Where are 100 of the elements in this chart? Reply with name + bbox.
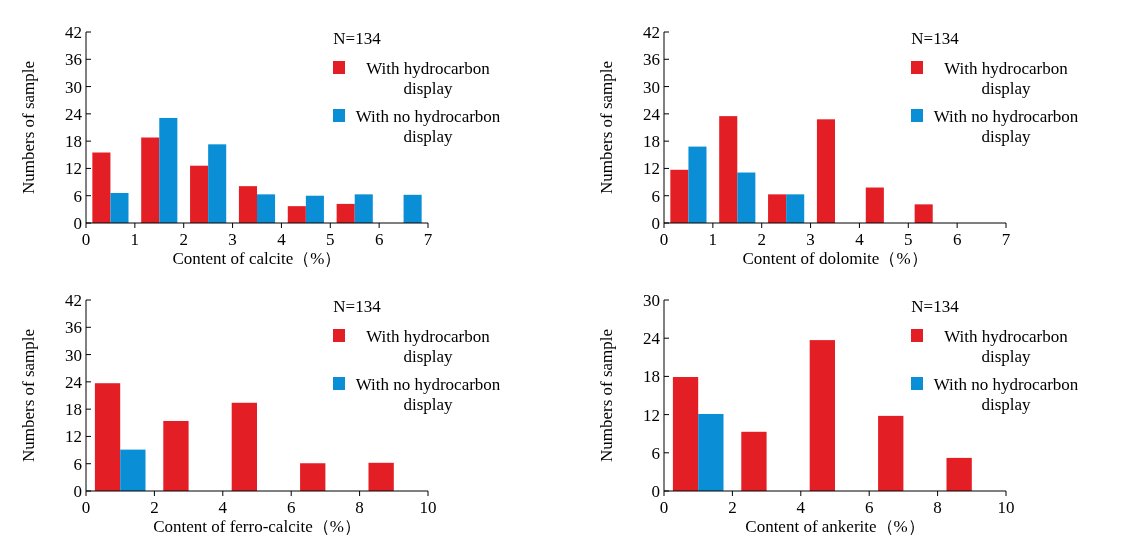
y-tick-label: 12 <box>643 159 660 179</box>
bar <box>816 119 835 223</box>
bar <box>190 165 209 223</box>
x-axis-title: Content of calcite（%） <box>172 249 342 268</box>
y-tick-label: 24 <box>643 329 661 349</box>
x-tick-label: 6 <box>864 498 874 517</box>
y-tick-label: 18 <box>643 367 660 387</box>
y-tick-label: 30 <box>643 77 660 97</box>
y-axis-title: Numbers of sample <box>597 328 616 463</box>
x-tick-label: 2 <box>757 230 766 249</box>
bar <box>94 383 121 491</box>
x-tick-label: 1 <box>130 230 140 249</box>
bar <box>878 415 904 491</box>
y-tick-label: 18 <box>643 132 660 152</box>
legend-label: With no hydrocarbon display <box>933 106 1079 147</box>
x-axis-title: Content of dolomite（%） <box>742 249 928 268</box>
y-tick-label: 24 <box>643 104 661 124</box>
x-tick-label: 6 <box>286 498 296 517</box>
y-tick-label: 42 <box>65 22 82 42</box>
bar <box>208 144 227 223</box>
y-tick-label: 36 <box>65 318 82 338</box>
legend-label: With no hydrocarbon display <box>933 374 1079 415</box>
bar <box>92 152 111 223</box>
bar <box>946 457 972 491</box>
bar <box>231 402 257 491</box>
x-tick-label: 2 <box>179 230 188 249</box>
bar <box>110 192 129 223</box>
legend-label: With hydrocarbon display <box>944 326 1069 367</box>
bar <box>257 194 276 223</box>
annotation: N=134 <box>911 29 960 48</box>
bar <box>159 117 178 223</box>
bar <box>305 195 324 223</box>
annotation: N=134 <box>911 297 960 316</box>
x-tick-label: 7 <box>1001 230 1011 249</box>
x-tick-label: 4 <box>796 498 806 517</box>
bar <box>672 377 699 491</box>
y-tick-label: 30 <box>643 290 660 310</box>
y-tick-label: 18 <box>65 400 82 420</box>
bar <box>786 194 805 223</box>
x-tick-label: 10 <box>419 498 437 517</box>
bar <box>698 413 724 491</box>
y-tick-label: 6 <box>73 454 82 474</box>
y-tick-label: 30 <box>65 77 82 97</box>
y-tick-label: 0 <box>73 481 82 501</box>
y-tick-label: 36 <box>643 50 660 70</box>
x-tick-label: 4 <box>855 230 865 249</box>
y-axis-title: Numbers of sample <box>19 328 38 463</box>
y-tick-label: 12 <box>65 427 82 447</box>
x-tick-label: 10 <box>997 498 1015 517</box>
legend-label: With no hydrocarbon display <box>355 374 501 415</box>
bar <box>300 463 326 491</box>
x-tick-label: 2 <box>728 498 737 517</box>
annotation: N=134 <box>333 297 382 316</box>
bar <box>741 431 767 491</box>
bar <box>238 186 257 223</box>
bar <box>163 420 189 491</box>
x-axis-title: Content of ferro-calcite（%） <box>153 517 361 536</box>
y-axis-title: Numbers of sample <box>597 60 616 195</box>
bar <box>670 169 689 223</box>
bar <box>737 172 756 223</box>
y-tick-label: 36 <box>65 50 82 70</box>
x-tick-label: 3 <box>806 230 815 249</box>
bar <box>809 340 835 491</box>
y-tick-label: 18 <box>65 132 82 152</box>
x-tick-label: 3 <box>228 230 237 249</box>
bar <box>719 116 738 223</box>
legend-label: With hydrocarbon display <box>366 326 491 367</box>
x-tick-label: 2 <box>150 498 159 517</box>
y-tick-label: 12 <box>643 405 660 425</box>
bar <box>865 187 884 223</box>
legend-label: With hydrocarbon display <box>366 58 491 99</box>
y-tick-label: 42 <box>643 22 660 42</box>
bar <box>120 449 146 491</box>
x-tick-label: 6 <box>374 230 384 249</box>
bar <box>354 194 373 223</box>
y-tick-label: 0 <box>651 481 660 501</box>
bar <box>914 204 933 223</box>
bar <box>141 137 160 223</box>
x-tick-label: 5 <box>326 230 335 249</box>
y-tick-label: 42 <box>65 290 82 310</box>
y-tick-label: 6 <box>73 186 82 206</box>
bar <box>688 146 707 223</box>
x-tick-label: 8 <box>933 498 942 517</box>
y-tick-label: 6 <box>651 186 660 206</box>
x-tick-label: 4 <box>277 230 287 249</box>
y-axis-title: Numbers of sample <box>19 60 38 195</box>
y-tick-label: 6 <box>651 443 660 463</box>
y-tick-label: 0 <box>651 213 660 233</box>
x-tick-label: 1 <box>708 230 718 249</box>
x-tick-label: 5 <box>904 230 913 249</box>
legend-label: With hydrocarbon display <box>944 58 1069 99</box>
bar <box>336 203 355 223</box>
y-tick-label: 12 <box>65 159 82 179</box>
x-tick-label: 4 <box>218 498 228 517</box>
x-tick-label: 7 <box>423 230 433 249</box>
x-axis-title: Content of ankerite（%） <box>745 517 925 536</box>
y-tick-label: 24 <box>65 104 83 124</box>
y-tick-label: 30 <box>65 345 82 365</box>
x-tick-label: 8 <box>355 498 364 517</box>
annotation: N=134 <box>333 29 382 48</box>
